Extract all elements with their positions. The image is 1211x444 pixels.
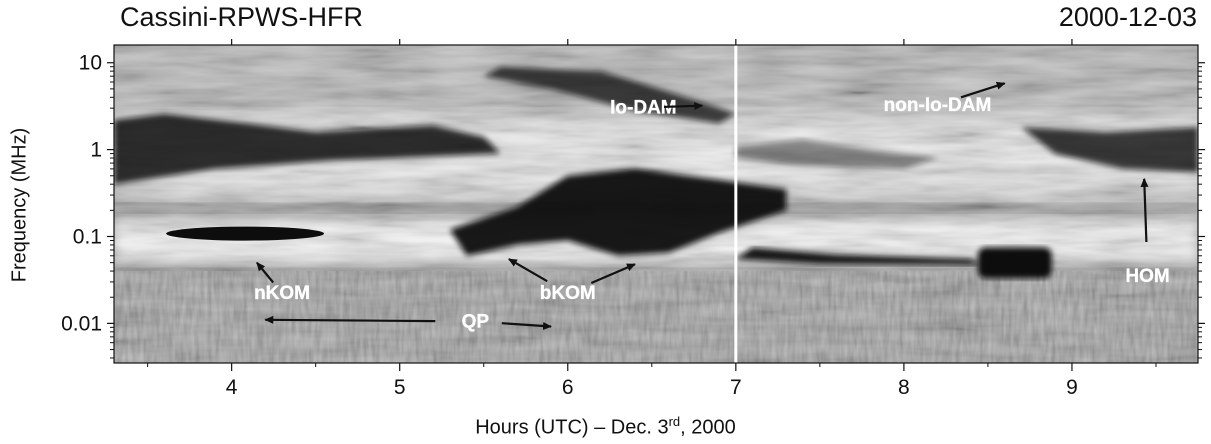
spectrogram-image xyxy=(114,45,1198,363)
annotation-label: QP xyxy=(462,311,490,332)
x-tick-label: 4 xyxy=(226,376,238,399)
annotation-label: bKOM xyxy=(540,283,596,304)
y-tick-label: 0.1 xyxy=(73,226,102,249)
dam-dark-left xyxy=(114,113,501,185)
dam-dark-mid xyxy=(735,139,938,169)
annotation-label: nKOM xyxy=(254,283,310,304)
y-tick-label: 10 xyxy=(79,52,102,75)
y-axis-label: Frequency (MHz) xyxy=(8,127,31,283)
annotations: Io-DAM non-Io-DAM nKOM bKOM QP HOM xyxy=(254,81,1170,333)
x-tick-label: 6 xyxy=(562,376,574,399)
chart-date: 2000-12-03 xyxy=(1058,2,1197,32)
y-tick-label: 0.01 xyxy=(61,312,102,335)
annotation-arrow xyxy=(264,315,436,324)
annotation-label: non-Io-DAM xyxy=(884,95,992,116)
x-tick-label: 8 xyxy=(898,376,910,399)
axes: 10 1 0.1 0.01 4 5 6 7 8 9 xyxy=(61,39,1205,399)
annotation-label: HOM xyxy=(1125,266,1169,287)
y-tick-label: 1 xyxy=(90,139,102,162)
annotation-arrow xyxy=(663,101,704,110)
annotation-arrow xyxy=(508,258,548,283)
x-tick-label: 7 xyxy=(730,376,742,399)
kom-dark-right xyxy=(735,247,980,265)
annotation-arrow xyxy=(960,81,1006,99)
io-dam-dark xyxy=(483,66,736,124)
plot-frame xyxy=(113,44,1199,364)
annotation-arrow xyxy=(256,261,275,284)
x-tick-label: 9 xyxy=(1066,376,1078,399)
x-axis-label-year: , 2000 xyxy=(680,416,736,439)
bkom-dark xyxy=(450,168,787,256)
annotation-label: Io-DAM xyxy=(610,98,676,119)
x-axis-label: Hours (UTC) – Dec. 3rd, 2000 xyxy=(0,414,1211,440)
x-tick-label: 5 xyxy=(394,376,406,399)
annotation-arrow xyxy=(1140,177,1149,243)
chart-title: Cassini-RPWS-HFR xyxy=(120,2,363,32)
hom-dark-right xyxy=(1021,127,1198,173)
kom-patch xyxy=(977,247,1052,279)
x-axis-label-text: Hours (UTC) – Dec. 3 xyxy=(475,416,669,439)
nkom-emission xyxy=(166,226,325,241)
annotation-arrow xyxy=(590,263,636,285)
texture-grain xyxy=(114,271,1198,363)
x-axis-label-sup: rd xyxy=(668,414,681,429)
annotation-arrow xyxy=(501,321,552,330)
